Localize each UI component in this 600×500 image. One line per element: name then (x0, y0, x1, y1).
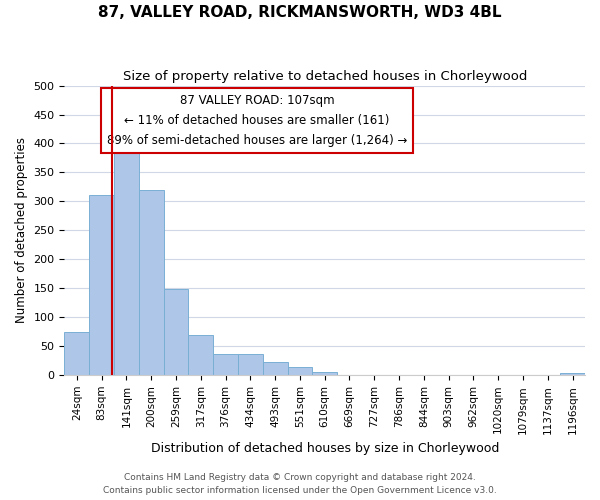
Bar (287, 367, 313, 375)
Bar (560, 374, 585, 375)
Bar (89, 195, 114, 375)
Text: 87, VALLEY ROAD, RICKMANSWORTH, WD3 4BL: 87, VALLEY ROAD, RICKMANSWORTH, WD3 4BL (98, 5, 502, 20)
Bar (114, 140, 139, 375)
Bar (164, 290, 188, 375)
X-axis label: Distribution of detached houses by size in Chorleywood: Distribution of detached houses by size … (151, 442, 499, 455)
Bar (313, 372, 337, 375)
Text: Contains HM Land Registry data © Crown copyright and database right 2024.
Contai: Contains HM Land Registry data © Crown c… (103, 474, 497, 495)
Bar (238, 354, 263, 375)
Bar (263, 362, 287, 375)
Bar (213, 354, 238, 375)
Text: 87 VALLEY ROAD: 107sqm
← 11% of detached houses are smaller (161)
89% of semi-de: 87 VALLEY ROAD: 107sqm ← 11% of detached… (107, 94, 407, 147)
Bar (188, 334, 213, 375)
Y-axis label: Number of detached properties: Number of detached properties (15, 138, 28, 324)
Bar (139, 190, 164, 375)
Title: Size of property relative to detached houses in Chorleywood: Size of property relative to detached ho… (122, 70, 527, 83)
Bar (64, 332, 89, 375)
